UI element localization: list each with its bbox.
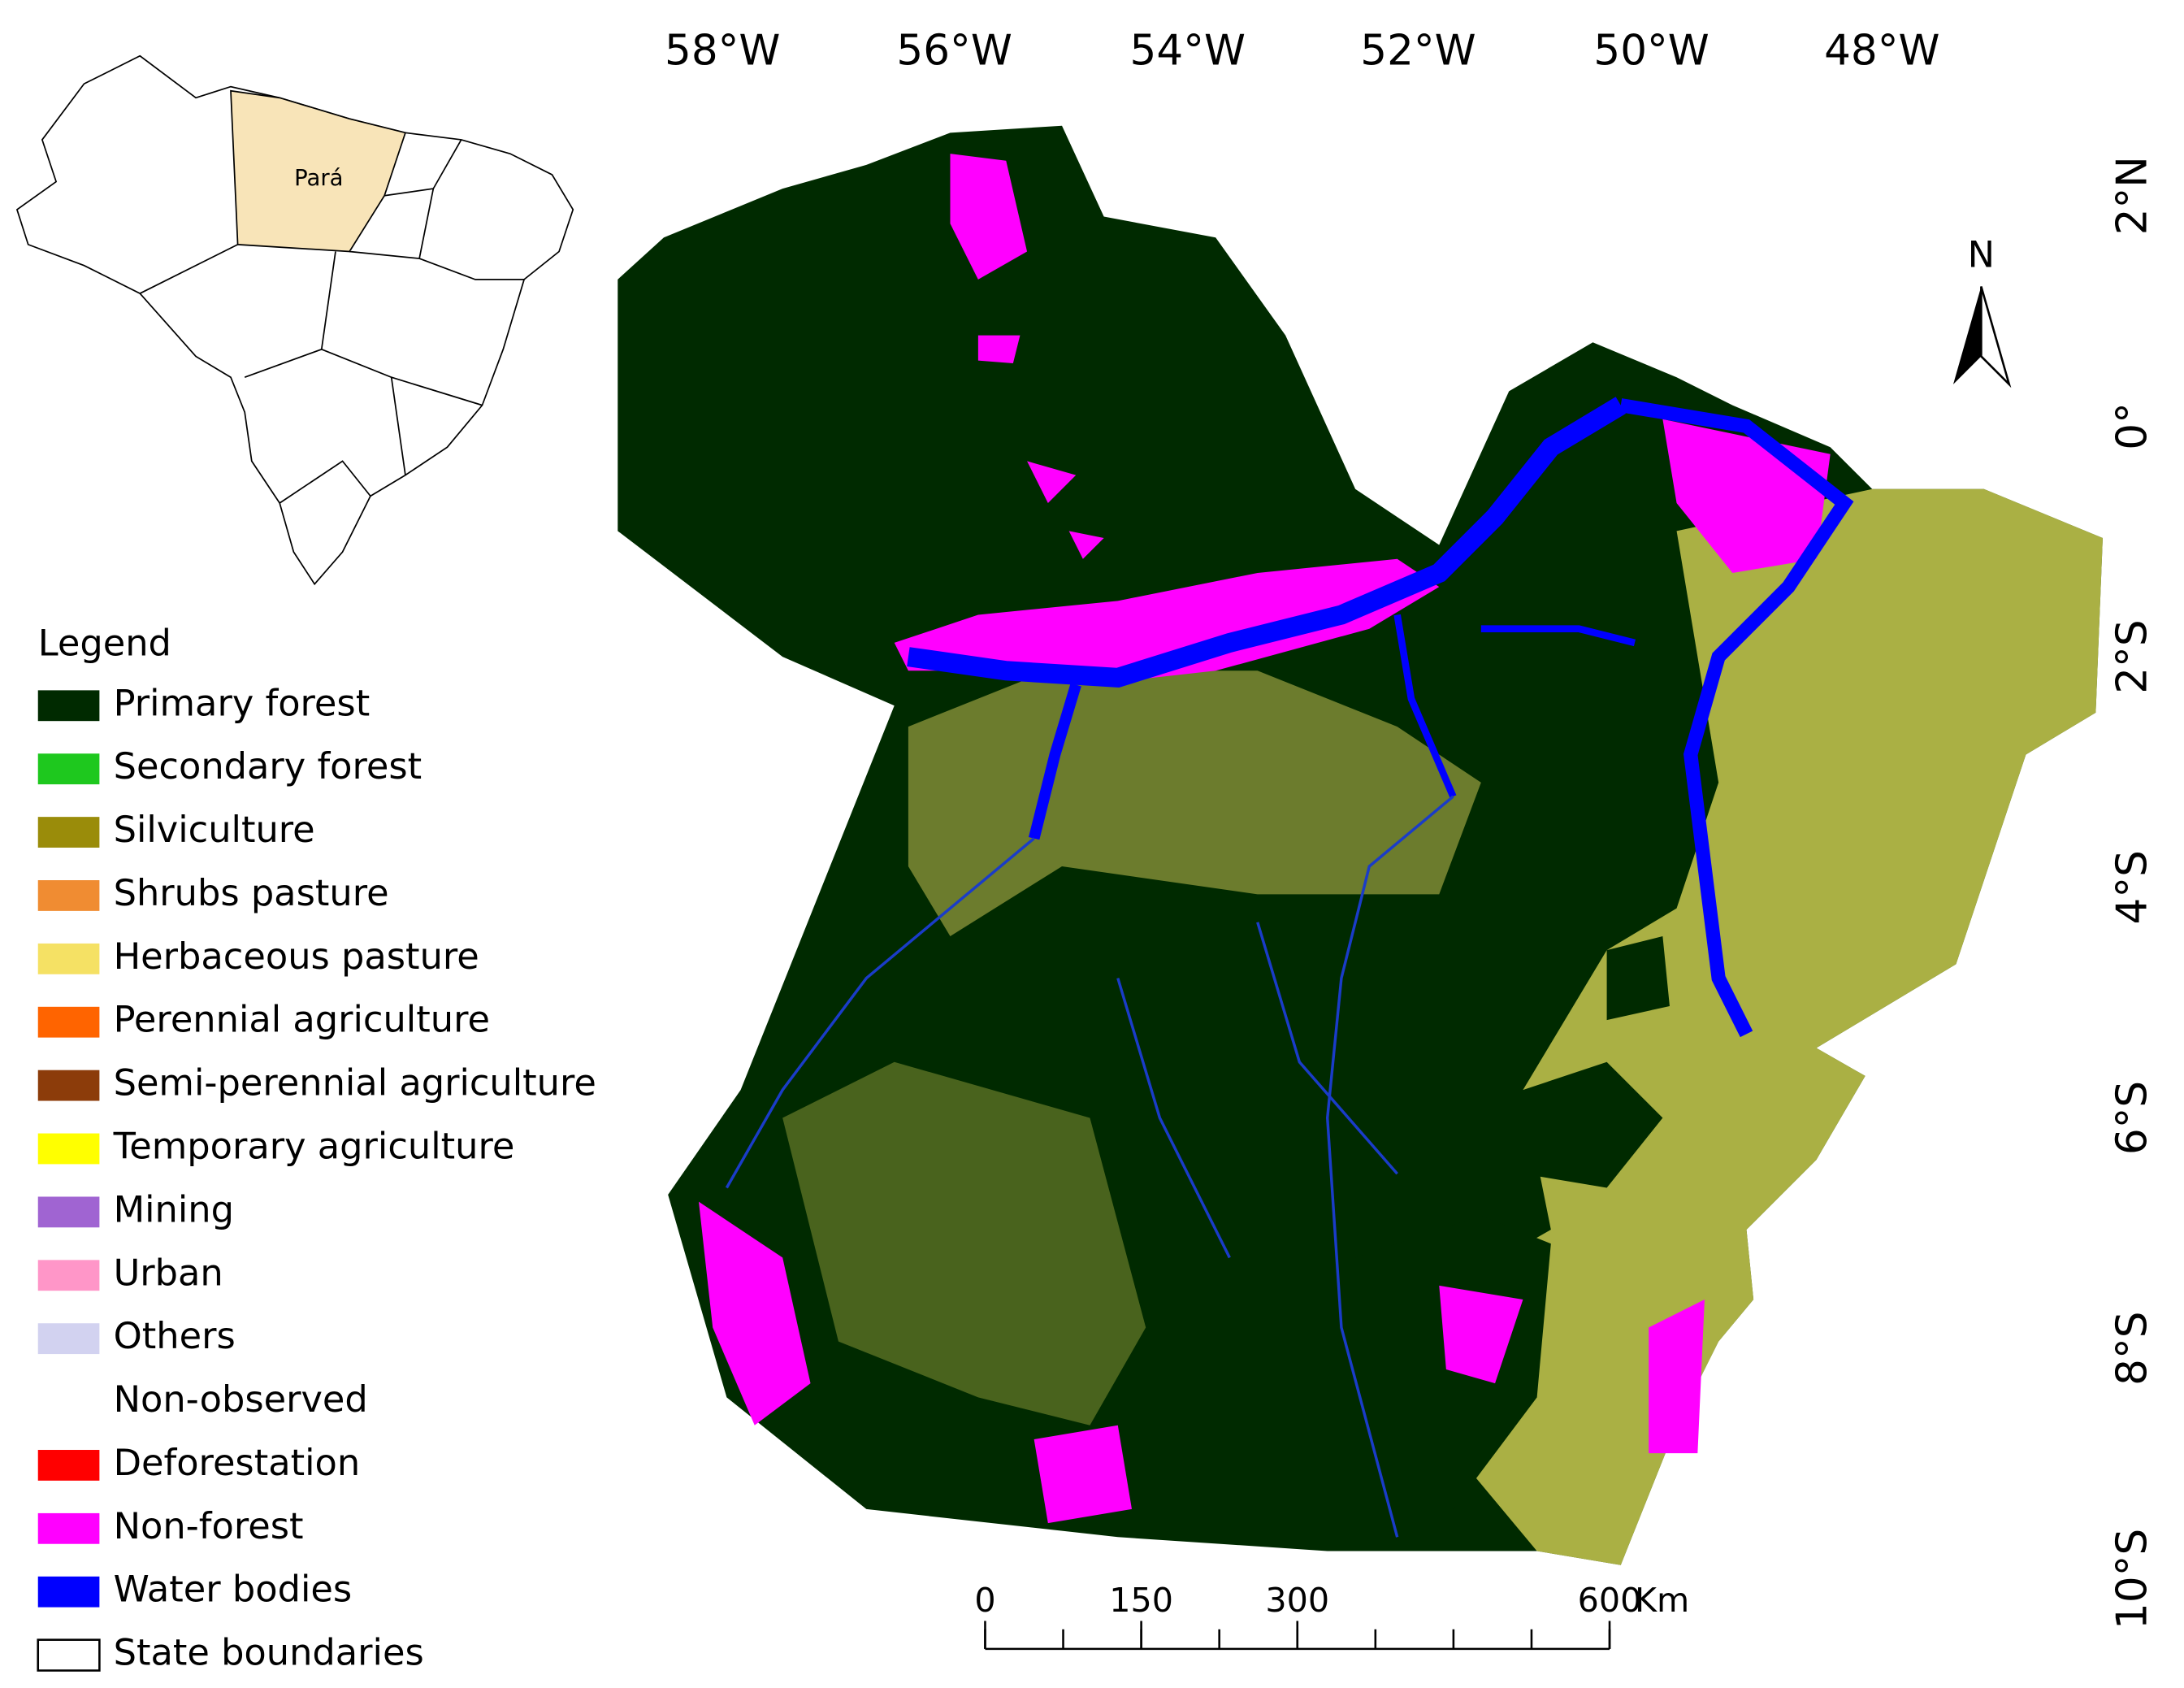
north-label: N [1968,233,1995,276]
legend-label: Perennial agriculture [114,999,490,1041]
legend-swatch [37,943,100,974]
legend-label: Shrubs pasture [114,872,389,914]
graticule-labels: 58°W 56°W 54°W 52°W 50°W 48°W 2°N 0° 2°S 4°S 6°S 8°… [665,26,2156,1629]
longitude-label: 48°W [1824,26,1939,75]
legend-label: Others [114,1315,236,1357]
legend-label: Urban [114,1252,223,1294]
legend-swatch [37,817,100,848]
legend-label: Primary forest [114,682,370,724]
scale-label: 0 [974,1581,995,1620]
latitude-label: 10°S [2108,1529,2157,1629]
inset-map [15,54,574,586]
longitude-label: 52°W [1360,26,1476,75]
scale-label: 300 [1265,1581,1329,1620]
land-cover-map [618,125,2103,1565]
legend-swatch [37,1638,101,1672]
north-arrow [1952,286,2012,388]
legend-swatch [37,880,100,911]
legend-swatch [37,1133,100,1165]
inset-label: Pará [294,165,343,191]
latitude-label: 2°N [2108,156,2157,235]
legend: Primary forest Secondary forest Silvicultu… [37,682,596,1674]
legend-swatch [37,1260,100,1291]
longitude-label: 50°W [1593,26,1709,75]
scale-label: 600 [1578,1581,1642,1620]
longitude-label: 54°W [1130,26,1246,75]
legend-swatch [37,1450,100,1481]
legend-label: Secondary forest [114,745,422,788]
legend-label: Non-forest [114,1505,304,1547]
scale-label: 150 [1109,1581,1173,1620]
legend-swatch [37,1006,100,1038]
legend-swatch [37,1512,100,1544]
longitude-label: 58°W [665,26,780,75]
legend-swatch [37,1323,100,1355]
legend-label: Non-observed [114,1378,368,1421]
legend-swatch [37,1070,100,1101]
latitude-label: 4°S [2108,850,2157,924]
longitude-label: 56°W [896,26,1012,75]
latitude-label: 2°S [2108,619,2157,693]
legend-swatch [37,1196,100,1228]
legend-label: Herbaceous pasture [114,935,479,978]
legend-swatch [37,690,100,722]
legend-label: Semi-perennial agriculture [114,1062,596,1104]
scale-unit: Km [1635,1581,1689,1620]
legend-swatch [37,1576,100,1608]
legend-label: Water bodies [114,1569,353,1611]
legend-title: Legend [38,622,171,664]
legend-label: State boundaries [114,1632,424,1674]
legend-label: Temporary agriculture [113,1125,515,1167]
legend-swatch [37,753,100,785]
latitude-label: 0° [2108,402,2157,450]
legend-label: Silviculture [114,809,315,851]
legend-swatch [37,1386,100,1417]
legend-label: Deforestation [114,1442,361,1484]
latitude-label: 6°S [2108,1081,2157,1155]
latitude-label: 8°S [2108,1312,2157,1386]
legend-label: Mining [114,1188,234,1230]
